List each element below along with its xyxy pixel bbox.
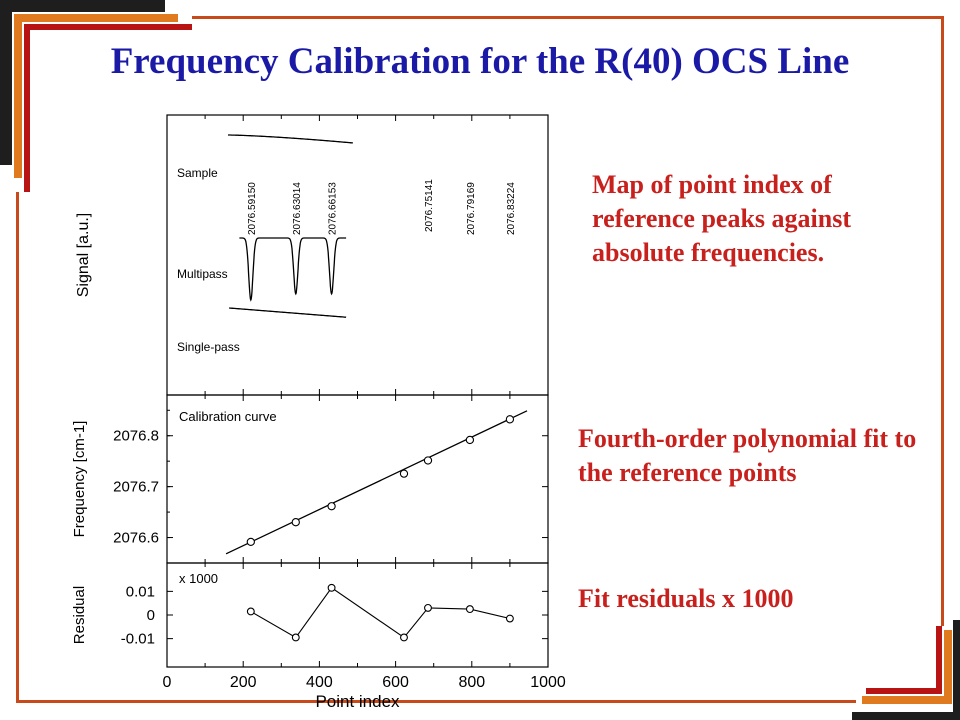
frame-top-line [192,16,942,19]
residual-annotation: x 1000 [179,571,218,586]
calibration-point [399,469,409,478]
calibration-point [246,537,255,547]
residual-point [327,583,336,592]
peak-frequency-label: 2076.79169 [466,182,477,235]
signal-trace-multipass [239,237,347,302]
residual-point [424,603,432,612]
slide-title: Frequency Calibration for the R(40) OCS … [110,41,850,82]
residual-y-tick-label: 0 [147,607,155,624]
frame-right-line [941,16,944,626]
note-polynomial-fit: Fourth-order polynomial fit to the refer… [578,424,917,487]
calibration-point [327,502,336,511]
residual-point [465,605,474,614]
peak-frequency-label: 2076.75141 [424,179,435,232]
residual-point [505,614,514,623]
signal-trace-single-pass [229,307,347,318]
signal-panel: Signal [a.u.] Sample Multipass Single-pass 2… [75,134,517,354]
peak-frequency-label: 2076.83224 [506,182,517,235]
calibration-fit-line [225,410,528,555]
peak-frequency-label: 2076.59150 [247,182,258,235]
calibration-annotation: Calibration curve [179,409,277,424]
x-tick-label: 400 [306,674,333,691]
frame-bottom-line [16,700,856,703]
residual-y-axis-label: Residual [71,586,88,644]
calibration-point [423,456,433,465]
calibration-point [505,415,515,424]
calibration-y-tick-label: 2076.7 [113,479,159,496]
frame-left-line [16,192,19,702]
residual-y-tick-label: 0.01 [126,583,155,600]
axes: 0 200 400 600 800 1000 Point index [163,115,566,710]
calibration-figure: Signal [a.u.] Sample Multipass Single-pass 2… [71,114,566,710]
signal-trace-label: Multipass [177,267,228,281]
calibration-y-tick-label: 2076.6 [113,530,159,547]
residual-panel: x 1000 0.01 0 -0.01 Residual [71,571,548,648]
calibration-panel: Calibration curve 2076.6 2076.7 2076.8 Frequ… [71,409,548,564]
x-tick-label: 0 [163,674,172,691]
residual-point [400,633,408,642]
peak-frequency-label: 2076.66153 [328,182,339,235]
frame-corner-bottom-right-red [866,626,942,694]
frame-corner-bottom-right-orange [862,630,952,704]
residual-point [291,633,300,642]
signal-trace-label: Sample [177,166,218,180]
note-peak-map: Map of point index of reference peaks ag… [592,170,851,267]
x-tick-label: 200 [230,674,257,691]
peak-frequency-label: 2076.63014 [292,182,303,235]
residual-y-tick-label: -0.01 [121,631,155,648]
residual-point [246,607,255,616]
calibration-point [465,435,475,445]
signal-y-axis-label: Signal [a.u.] [75,213,92,298]
frame-corner-bottom-right-dark [852,620,960,720]
x-tick-label: 600 [382,674,409,691]
x-axis-label: Point index [315,692,400,710]
calibration-point [291,518,300,527]
calibration-y-axis-label: Frequency [cm-1] [71,421,88,538]
calibration-y-tick-label: 2076.8 [113,428,159,445]
signal-trace-sample [228,134,354,144]
note-fit-residuals: Fit residuals x 1000 [578,584,794,613]
residual-panel-frame [166,562,549,668]
signal-trace-label: Single-pass [177,340,240,354]
x-tick-label: 800 [458,674,485,691]
x-tick-label: 1000 [530,674,566,691]
